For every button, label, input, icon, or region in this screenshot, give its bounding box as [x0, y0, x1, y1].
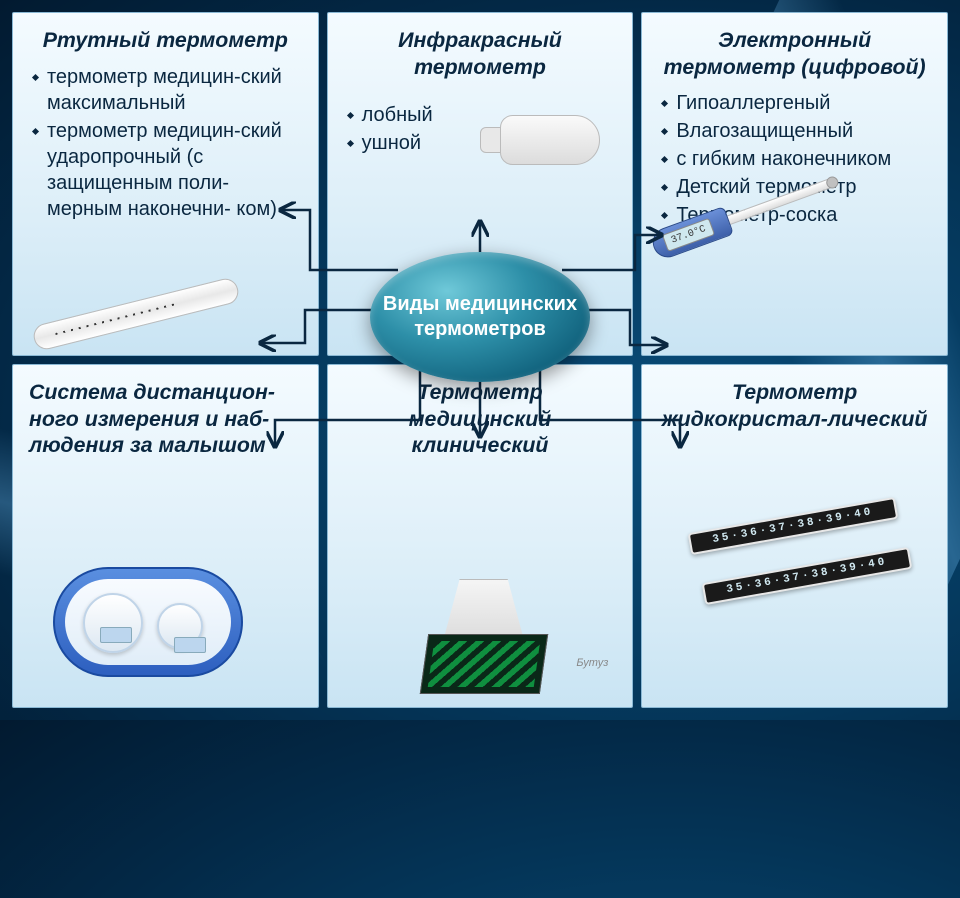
- panel-remote-title: Система дистанцион-ного измерения и наб-…: [29, 379, 302, 459]
- bullet: термометр медицин-ский максимальный: [33, 64, 302, 116]
- panel-infrared-title: Инфракрасный термометр: [344, 27, 617, 80]
- panel-clinical: Термометр медицинский клинический Бутуз: [327, 364, 634, 708]
- infrared-thermometer-icon: [470, 105, 620, 175]
- panel-remote: Система дистанцион-ного измерения и наб-…: [12, 364, 319, 708]
- bullet: Гипоаллергеный: [662, 90, 931, 116]
- baby-monitor-icon: [53, 567, 243, 677]
- bullet: термометр медицин-ский ударопрочный (с з…: [33, 118, 302, 222]
- center-oval: Виды медицинских термометров: [370, 252, 590, 382]
- clinical-thermometer-icon: [414, 579, 554, 709]
- panel-digital-title: Электронный термометр (цифровой): [658, 27, 931, 80]
- panel-mercury-bullets: термометр медицин-ский максимальный терм…: [29, 64, 302, 222]
- bullet: Влагозащищенный: [662, 118, 931, 144]
- center-oval-text: Виды медицинских термометров: [380, 292, 580, 342]
- panel-lcd-title: Термометр жидкокристал-лический: [658, 379, 931, 432]
- panel-mercury-title: Ртутный термометр: [29, 27, 302, 54]
- lcd-strip-icon: 35·36·37·38·39·40: [688, 515, 898, 537]
- lcd-strip-icon: 35·36·37·38·39·40: [702, 565, 912, 587]
- bullet: с гибким наконечником: [662, 146, 931, 172]
- watermark-text: Бутуз: [576, 657, 608, 669]
- panel-mercury: Ртутный термометр термометр медицин-ский…: [12, 12, 319, 356]
- mercury-thermometer-icon: [31, 301, 241, 327]
- panel-lcd: Термометр жидкокристал-лический 35·36·37…: [641, 364, 948, 708]
- panel-clinical-title: Термометр медицинский клинический: [344, 379, 617, 459]
- panel-digital: Электронный термометр (цифровой) Гипоалл…: [641, 12, 948, 356]
